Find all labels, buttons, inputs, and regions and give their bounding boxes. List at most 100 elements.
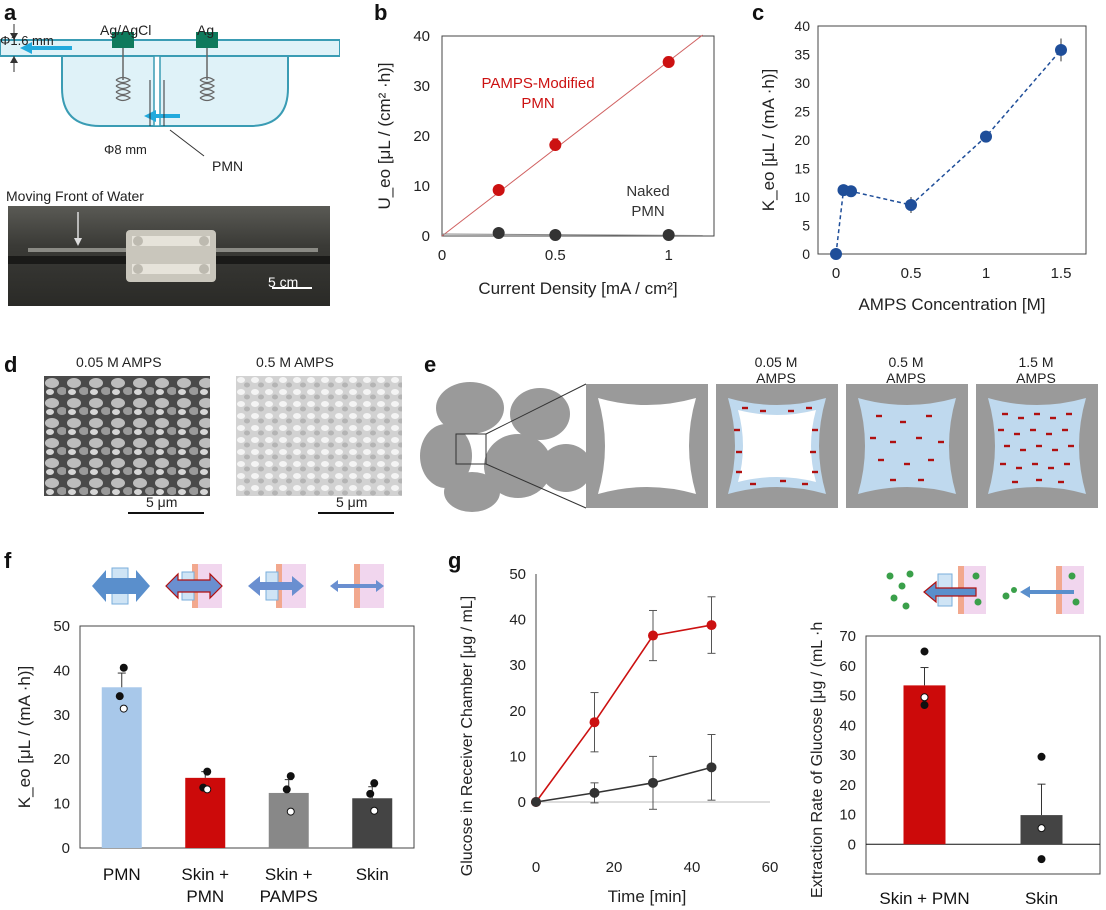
y-axis-label: K_eo [μL / (mA ·h)] — [15, 666, 34, 808]
particle-cluster — [420, 382, 592, 512]
y-tick-label: 10 — [794, 189, 810, 205]
panel-letter-d: d — [4, 352, 18, 377]
plot-frame — [79, 625, 415, 849]
pore-box-1-5m — [976, 384, 1098, 508]
y-tick-label: 20 — [509, 703, 526, 720]
label-scale-photo: 5 cm — [268, 274, 299, 290]
label-chamber-diameter: Φ8 mm — [104, 142, 147, 157]
panel-letter-a: a — [4, 0, 17, 25]
x-category-label: Skin — [1025, 889, 1058, 908]
x-category-label: PMN — [186, 887, 224, 906]
y-tick-label: 0 — [802, 246, 810, 262]
scale-bar-sem-1 — [128, 512, 204, 514]
y-tick-label: 10 — [413, 178, 430, 195]
x-axis-label: Time [min] — [608, 887, 687, 906]
sem-image-0-5m — [236, 376, 402, 496]
data-point — [830, 248, 842, 260]
label-pore-0-5m: 0.5 M AMPS — [874, 354, 938, 386]
annotation-modified-line2: PMN — [521, 95, 554, 112]
x-tick-label: 1.5 — [1051, 265, 1072, 282]
y-tick-label: 10 — [509, 748, 526, 765]
label-pore-0-5m-line1: 0.5 M — [888, 354, 924, 370]
data-point — [589, 717, 600, 728]
replicate-point — [920, 693, 929, 702]
label-pore-0-5m-line2: AMPS — [886, 370, 926, 386]
label-ag: Ag — [197, 22, 215, 38]
replicate-point — [119, 704, 128, 713]
y-tick-label: 60 — [839, 658, 856, 675]
y-tick-label: 30 — [839, 747, 856, 764]
y-tick-label: 0 — [62, 840, 70, 857]
x-category-label: Skin + PMN — [879, 889, 969, 908]
y-tick-label: 35 — [794, 47, 810, 63]
pore-box-empty — [586, 384, 708, 508]
y-tick-label: 10 — [839, 807, 856, 824]
label-pore-0-05m-line2: AMPS — [756, 370, 796, 386]
y-tick-label: 0 — [518, 794, 526, 811]
replicate-point — [115, 692, 124, 701]
icon-extraction-skin — [1002, 566, 1084, 614]
x-tick-label: 0 — [832, 265, 840, 282]
replicate-point — [1037, 752, 1046, 761]
y-axis-label: Extraction Rate of Glucose [μg / (mL ·h)… — [809, 622, 826, 898]
sem-image-0-05m — [44, 376, 210, 496]
y-axis-label: K_eo [μL / (mA ·h)] — [759, 69, 778, 211]
bar — [903, 685, 946, 845]
x-category-label: Skin + — [181, 865, 229, 884]
label-moving-front: Moving Front of Water — [6, 188, 144, 204]
y-tick-label: 0 — [422, 228, 430, 245]
device-schematic — [0, 24, 340, 157]
replicate-point — [286, 807, 295, 816]
data-point-modified — [492, 184, 505, 196]
label-pore-1-5m: 1.5 M AMPS — [1004, 354, 1068, 386]
replicate-point — [203, 785, 212, 794]
data-point — [706, 762, 717, 773]
icon-pmn-flow — [92, 567, 150, 605]
y-tick-label: 10 — [53, 796, 70, 813]
panel-letter-e: e — [424, 352, 437, 377]
data-point — [648, 777, 658, 788]
panel-f-icons — [92, 564, 384, 608]
y-axis-label: Glucose in Receiver Chamber [μg / mL] — [459, 596, 476, 876]
y-tick-label: 20 — [839, 777, 856, 794]
icon-skin-pamps-flow — [248, 564, 306, 608]
y-tick-label: 40 — [413, 28, 430, 45]
y-tick-label: 70 — [839, 628, 856, 645]
data-point — [845, 185, 857, 198]
device-photo — [8, 206, 330, 306]
panel-letter-c: c — [752, 0, 765, 25]
x-category-label: Skin — [356, 865, 389, 884]
replicate-point — [286, 772, 295, 781]
annotation-modified-line1: PAMPS-Modified — [481, 75, 594, 92]
x-tick-label: 0 — [532, 859, 540, 876]
data-point — [648, 630, 658, 641]
fit-line-modified — [441, 34, 703, 237]
y-tick-label: 50 — [53, 618, 70, 635]
y-tick-label: 50 — [839, 688, 856, 705]
panel-letter-g: g — [448, 548, 462, 573]
y-tick-label: 20 — [53, 751, 70, 768]
y-axis-label: U_eo [μL / (cm² ·h)] — [375, 62, 394, 209]
replicate-point — [920, 701, 929, 710]
x-tick-label: 0.5 — [545, 247, 566, 264]
icon-extraction-skin-pmn — [886, 566, 986, 614]
plot-frame — [817, 25, 1087, 255]
data-point — [1055, 43, 1067, 56]
x-axis-label: AMPS Concentration [M] — [858, 295, 1045, 314]
y-tick-label: 30 — [509, 657, 526, 674]
pore-box-0-5m — [846, 384, 968, 508]
electrode-left-cap — [112, 32, 134, 48]
label-scale-sem-1: 5 μm — [146, 494, 178, 510]
x-tick-label: 20 — [606, 859, 623, 876]
y-tick-label: 40 — [794, 18, 810, 34]
data-point — [531, 797, 541, 807]
series-line — [835, 49, 1062, 255]
replicate-point — [282, 785, 291, 794]
data-point — [706, 620, 717, 631]
chart-f: 0 10 20 30 40 50 PMN Skin + PMN Skin + PAMPS Skin K_… — [15, 618, 415, 906]
y-tick-label: 0 — [848, 836, 856, 853]
annotation-naked-line2: PMN — [631, 203, 664, 220]
data-point-modified — [549, 139, 562, 151]
bar — [101, 687, 142, 848]
x-axis-label: Current Density [mA / cm²] — [478, 279, 677, 298]
